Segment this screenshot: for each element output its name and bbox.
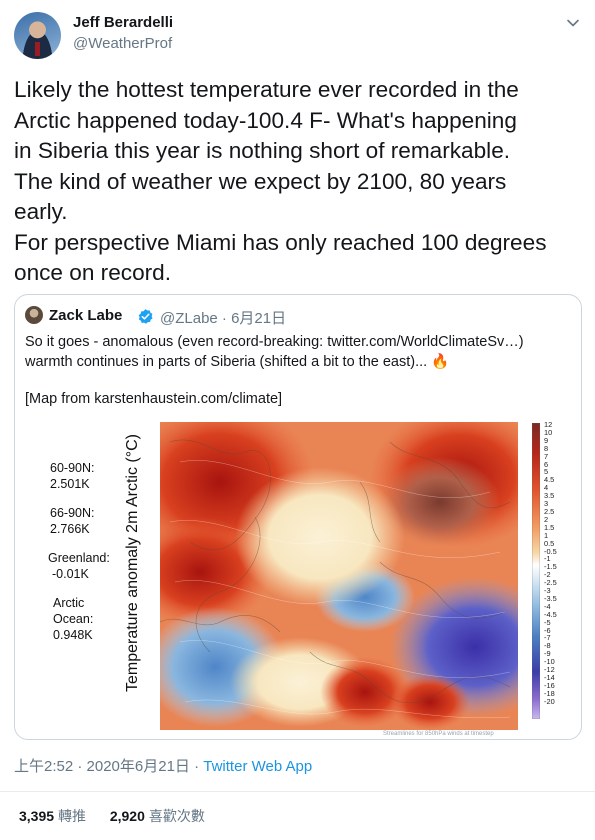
author-avatar[interactable] xyxy=(14,12,61,59)
colorbar-tick: 10 xyxy=(544,427,553,437)
tweet-client-link[interactable]: Twitter Web App xyxy=(203,758,313,775)
divider xyxy=(0,791,595,792)
stat-label-arctic-ocean: Arctic Ocean: 0.948K xyxy=(53,596,94,642)
stat-label-66-90n: 66-90N: 2.766K xyxy=(50,506,95,536)
quoted-tweet[interactable]: Zack Labe @ZLabe · 6月21日 So it goes - an… xyxy=(14,294,582,740)
colorbar-tick: -16 xyxy=(544,680,555,690)
verified-badge-icon xyxy=(138,309,153,324)
quoted-text-line: [Map from karstenhaustein.com/climate] xyxy=(25,391,283,407)
colorbar-tick: 1 xyxy=(544,530,549,540)
colorbar-tick: -2.5 xyxy=(544,578,557,588)
colorbar-tick: 12 xyxy=(544,420,553,429)
colorbar-tick: -4.5 xyxy=(544,609,557,619)
colorbar-tick: -7 xyxy=(544,633,551,643)
map-axis-title: Temperature anomaly 2m Arctic (°C) xyxy=(124,433,141,693)
colorbar-tick: -3.5 xyxy=(544,593,557,603)
colorbar-tick: 6 xyxy=(544,459,549,469)
colorbar-tick: 5 xyxy=(544,467,549,477)
author-handle[interactable]: @WeatherProf xyxy=(73,35,173,52)
tweet-text-line: The kind of weather we expect by 2100, 8… xyxy=(14,168,507,194)
likes-label: 喜歡次數 xyxy=(148,808,205,824)
tweet-text-line: For perspective Miami has only reached 1… xyxy=(14,229,547,255)
quoted-author-avatar xyxy=(25,306,43,324)
stat-label-60-90n: 60-90N: 2.501K xyxy=(50,461,95,491)
colorbar-tick: 0.5 xyxy=(544,538,555,548)
tweet-header: Jeff Berardelli @WeatherProf xyxy=(14,10,584,60)
colorbar-tick: -8 xyxy=(544,641,551,651)
quoted-tweet-text: So it goes - anomalous (even record-brea… xyxy=(25,332,575,409)
colorbar-tick: 2 xyxy=(544,514,549,524)
colorbar-tick: 1.5 xyxy=(544,522,555,532)
tweet-text-line: Arctic happened today-100.4 F- What's ha… xyxy=(14,107,517,133)
colorbar-tick: 7 xyxy=(544,451,549,461)
map-credit: Streamlines for 850hPa winds at timestep xyxy=(383,731,494,737)
colorbar-tick: 4 xyxy=(544,483,549,493)
colorbar-tick: -10 xyxy=(544,657,555,667)
colorbar xyxy=(532,423,540,719)
tweet-text-line: Likely the hottest temperature ever reco… xyxy=(14,77,519,102)
temperature-anomaly-map xyxy=(160,422,518,730)
colorbar-tick: -0.5 xyxy=(544,546,557,556)
colorbar-tick: 8 xyxy=(544,443,549,453)
colorbar-tick: 4.5 xyxy=(544,475,555,485)
fire-emoji-icon: 🔥 xyxy=(431,354,450,370)
author-name[interactable]: Jeff Berardelli xyxy=(73,14,174,31)
tweet-text-line: once on record. xyxy=(14,260,171,285)
retweets-label: 轉推 xyxy=(58,808,87,824)
tweet-meta: 上午2:52 · 2020年6月21日 · Twitter Web App xyxy=(14,755,312,776)
colorbar-tick: -3 xyxy=(544,586,551,596)
tweet-text: Likely the hottest temperature ever reco… xyxy=(14,75,584,289)
colorbar-tick: -14 xyxy=(544,673,555,682)
likes-stat[interactable]: 2,920 喜歡次數 xyxy=(110,808,205,824)
colorbar-tick: 3.5 xyxy=(544,491,555,501)
colorbar-tick: -5 xyxy=(544,617,551,627)
colorbar-tick: -12 xyxy=(544,665,555,675)
retweets-stat[interactable]: 3,395 轉推 xyxy=(19,808,86,824)
quoted-author-name: Zack Labe xyxy=(49,307,123,324)
quoted-text-line-content: warmth continues in parts of Siberia (sh… xyxy=(25,354,428,370)
quoted-text-line: warmth continues in parts of Siberia (sh… xyxy=(25,352,575,372)
colorbar-tick: -1 xyxy=(544,554,551,564)
colorbar-tick: -4 xyxy=(544,601,551,611)
stat-label-greenland: Greenland: -0.01K xyxy=(48,551,110,581)
chevron-down-icon[interactable] xyxy=(566,16,580,30)
tweet-stats: 3,395 轉推 2,920 喜歡次數 xyxy=(19,806,205,826)
colorbar-tick: 3 xyxy=(544,499,549,509)
colorbar-tick-labels: 12 10 9 8 7 6 5 4.5 4 3.5 3 2.5 2 1.5 1 … xyxy=(544,421,574,706)
retweets-count: 3,395 xyxy=(19,808,55,824)
colorbar-tick: -2 xyxy=(544,570,551,580)
colorbar-tick: -6 xyxy=(544,625,551,635)
colorbar-tick: -1.5 xyxy=(544,562,557,572)
colorbar-tick: 9 xyxy=(544,435,549,445)
quoted-text-line: So it goes - anomalous (even record-brea… xyxy=(25,334,524,350)
likes-count: 2,920 xyxy=(109,808,145,824)
meta-separator: · xyxy=(189,758,204,775)
tweet-text-line: early. xyxy=(14,199,68,224)
tweet-text-line: in Siberia this year is nothing short of… xyxy=(14,138,511,163)
colorbar-tick: -20 xyxy=(544,696,555,706)
quoted-author-handle: @ZLabe · 6月21日 xyxy=(160,310,287,327)
quoted-media-image[interactable]: 60-90N: 2.501K 66-90N: 2.766K Greenland:… xyxy=(15,295,581,739)
tweet-timestamp[interactable]: 上午2:52 · 2020年6月21日 xyxy=(14,758,190,775)
colorbar-tick: -9 xyxy=(544,649,551,659)
colorbar-tick: -18 xyxy=(544,688,555,698)
colorbar-tick: 2.5 xyxy=(544,506,555,516)
